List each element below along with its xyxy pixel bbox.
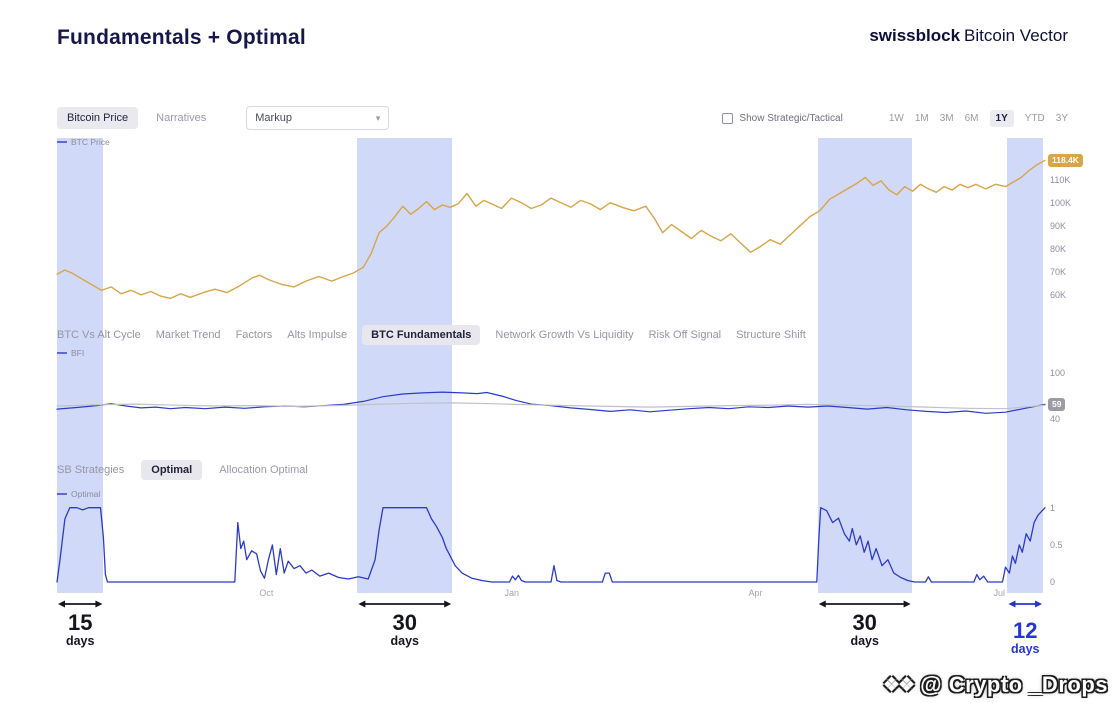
toolbar-left: Bitcoin Price Narratives Markup ▾ xyxy=(57,106,390,130)
y-tick-80k: 80K xyxy=(1050,243,1067,254)
chevron-down-icon: ▾ xyxy=(375,112,381,123)
page-title: Fundamentals + Optimal xyxy=(57,26,306,49)
duration-number: 15 xyxy=(67,610,93,635)
y-tick-90k: 90K xyxy=(1050,220,1067,231)
bfi-line-secondary-line xyxy=(56,402,1046,410)
range-button-3y[interactable]: 3Y xyxy=(1055,112,1068,124)
optimal-legend: Optimal xyxy=(57,489,100,499)
tab-network-growth-vs-liquidity[interactable]: Network Growth Vs Liquidity xyxy=(495,329,634,341)
range-button-3m[interactable]: 3M xyxy=(939,112,954,124)
x-tick-apr: Apr xyxy=(748,588,763,598)
series-toggle-group: Bitcoin Price Narratives xyxy=(57,107,206,129)
range-button-ytd[interactable]: YTD xyxy=(1024,112,1045,124)
toolbar: Bitcoin Price Narratives Markup ▾ Show St… xyxy=(57,106,1068,130)
y-tick-40: 40 xyxy=(1050,414,1061,425)
duration-unit: days xyxy=(850,634,879,649)
tab-factors[interactable]: Factors xyxy=(235,329,273,341)
series-button-narratives[interactable]: Narratives xyxy=(156,112,207,124)
duration-number: 12 xyxy=(1012,618,1038,643)
legend-dash-icon xyxy=(57,493,67,495)
y-tick-100k: 100K xyxy=(1050,197,1072,208)
show-strategic-tactical-label[interactable]: Show Strategic/Tactical xyxy=(739,112,843,124)
legend-label: BTC Price xyxy=(71,137,110,147)
tab-btc-vs-alt-cycle[interactable]: BTC Vs Alt Cycle xyxy=(57,329,141,341)
duration-unit: days xyxy=(390,634,420,649)
fundamentals-tabs: BTC Vs Alt Cycle Market Trend Factors Alts … xyxy=(57,325,806,345)
duration-arrow-30-days xyxy=(818,600,911,608)
strategies-row: SB Strategies Optimal Allocation Optimal xyxy=(57,460,308,480)
sb-strategies-label: SB Strategies xyxy=(57,464,125,476)
range-button-6m[interactable]: 6M xyxy=(964,112,979,124)
header: Fundamentals + Optimal swissblock Bitcoin… xyxy=(57,26,1068,50)
time-range-group: 1W 1M 3M 6M 1Y YTD 3Y xyxy=(888,109,1068,127)
legend-label: BFI xyxy=(71,348,85,358)
bfi-value-badge: 59 xyxy=(1048,398,1066,411)
y-tick-0-5: 0.5 xyxy=(1050,539,1063,550)
btc_price-line-btc-price xyxy=(56,159,1046,300)
x-tick-jul: Jul xyxy=(993,588,1006,598)
legend-dash-icon xyxy=(57,352,67,354)
tab-market-trend[interactable]: Market Trend xyxy=(155,329,221,341)
x-tick-oct: Oct xyxy=(259,588,274,598)
range-button-1y[interactable]: 1Y xyxy=(989,109,1014,127)
y-tick-110k: 110K xyxy=(1050,174,1071,185)
tab-alts-impulse[interactable]: Alts Impulse xyxy=(287,329,348,341)
range-button-1w[interactable]: 1W xyxy=(888,112,904,124)
tab-risk-off-signal[interactable]: Risk Off Signal xyxy=(648,329,722,341)
brand-product: Bitcoin Vector xyxy=(964,26,1068,45)
btc_price-value-badge: 118.4K xyxy=(1048,154,1083,167)
watermark-text: @ Crypto _Drops xyxy=(920,672,1108,697)
y-tick-60k: 60K xyxy=(1050,289,1067,300)
tab-structure-shift[interactable]: Structure Shift xyxy=(736,329,806,341)
duration-label-15-days: 15 days xyxy=(35,611,125,648)
duration-unit: days xyxy=(65,634,95,649)
highlight-band-12-days xyxy=(1007,138,1044,593)
brand-name: swissblock xyxy=(869,26,961,45)
show-strategic-tactical-icon[interactable] xyxy=(722,112,734,124)
y-tick-70k: 70K xyxy=(1050,266,1067,277)
highlight-band-15-days xyxy=(57,138,104,593)
range-button-1m[interactable]: 1M xyxy=(914,112,929,124)
y-tick-1: 1 xyxy=(1050,502,1056,513)
markup-dropdown-value: Markup xyxy=(255,112,292,124)
strategy-allocation-optimal[interactable]: Allocation Optimal xyxy=(219,464,308,476)
tab-btc-fundamentals[interactable]: BTC Fundamentals xyxy=(362,325,481,345)
series-button-bitcoin-price[interactable]: Bitcoin Price xyxy=(57,107,139,129)
bfi-legend: BFI xyxy=(57,348,84,358)
markup-dropdown[interactable]: Markup ▾ xyxy=(246,106,390,130)
duration-number: 30 xyxy=(852,610,877,635)
highlight-band-30-days xyxy=(357,138,453,593)
duration-arrow-30-days xyxy=(358,600,452,608)
duration-arrow-12-days xyxy=(1008,600,1043,608)
duration-unit: days xyxy=(1010,642,1040,657)
y-tick-0: 0 xyxy=(1050,577,1056,587)
legend-dash-icon xyxy=(57,141,67,143)
duration-arrow-15-days xyxy=(58,600,103,608)
brand-logo: swissblock Bitcoin Vector xyxy=(869,26,1068,46)
legend-label: Optimal xyxy=(71,489,101,499)
duration-label-30-days: 30 days xyxy=(820,611,910,648)
highlight-band-30-days xyxy=(817,138,912,593)
btc-price-legend: BTC Price xyxy=(57,137,110,147)
diamond-icon: ❖❖ xyxy=(883,674,915,696)
strategy-buttons: Optimal Allocation Optimal xyxy=(141,460,308,480)
strategy-optimal[interactable]: Optimal xyxy=(141,460,203,480)
bfi-line-bfi xyxy=(56,391,1046,414)
duration-label-30-days: 30 days xyxy=(360,611,450,648)
toolbar-right: Show Strategic/Tactical 1W 1M 3M 6M 1Y YTD 3Y xyxy=(722,109,1068,127)
optimal-line-optimal xyxy=(56,507,1046,583)
duration-number: 30 xyxy=(392,610,417,635)
duration-label-12-days: 12 days xyxy=(980,619,1070,656)
watermark: ❖❖ @ Crypto _Drops xyxy=(883,672,1108,698)
x-tick-jan: Jan xyxy=(504,588,519,598)
y-tick-100: 100 xyxy=(1050,367,1066,378)
